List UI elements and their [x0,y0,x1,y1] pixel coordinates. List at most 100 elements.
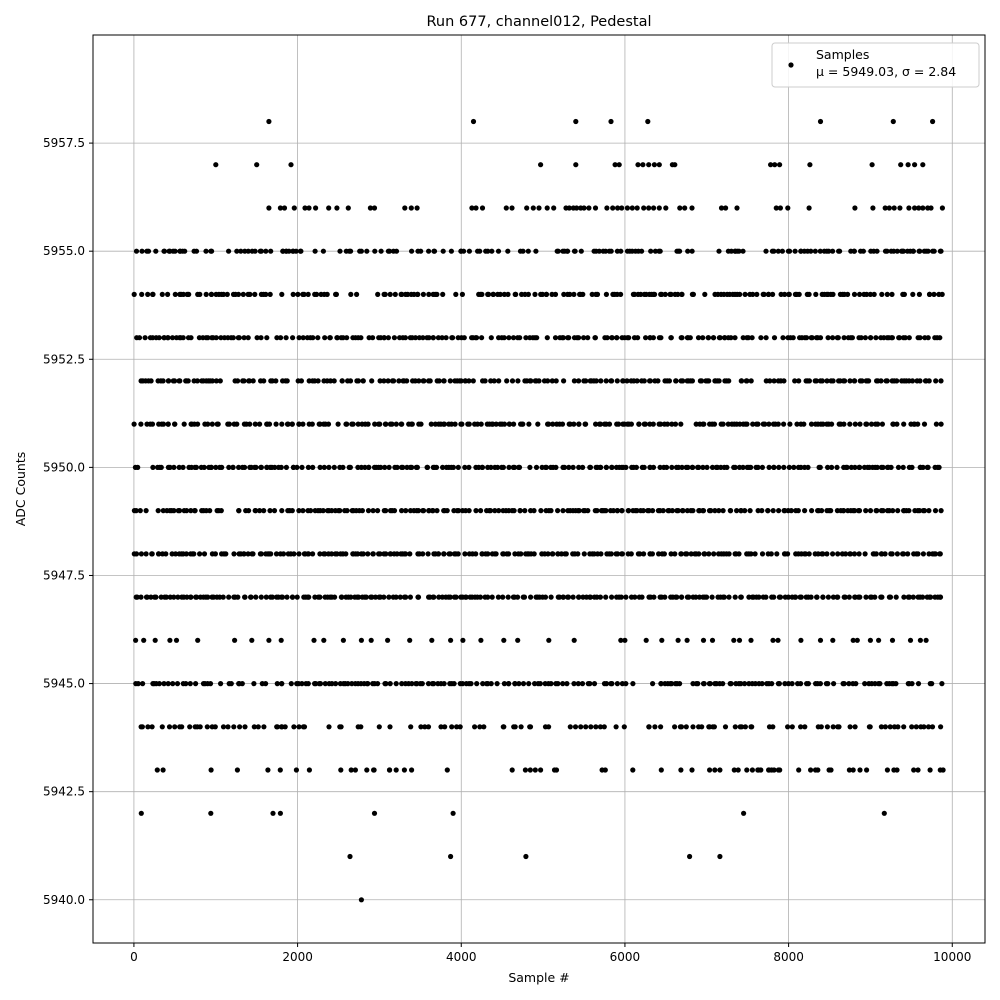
data-point [252,421,258,427]
data-point [230,464,236,470]
data-point [139,724,145,730]
data-point [734,205,740,211]
data-point [571,291,577,297]
data-point [586,205,592,211]
data-point [707,681,713,687]
data-point [254,335,260,341]
data-point [901,291,908,297]
data-point [734,508,740,514]
data-point [610,508,617,514]
data-point [727,508,733,514]
data-point [182,248,188,254]
data-point [226,248,232,254]
data-point [766,421,772,427]
data-point [258,594,264,600]
data-point [672,724,678,730]
data-point [736,248,742,254]
data-point [884,248,890,254]
data-point [344,508,350,514]
data-point [639,248,645,254]
data-point [510,335,517,341]
data-point [708,508,714,514]
data-point [825,335,831,341]
data-point [684,551,690,557]
data-point [402,335,408,341]
data-point [368,637,374,643]
data-point [672,551,678,557]
data-point [455,551,461,557]
data-point [721,594,727,600]
data-point [234,248,240,254]
data-point [824,551,830,557]
data-point [580,464,586,470]
data-point [155,508,161,514]
data-point [548,681,554,687]
data-point [825,594,832,600]
data-point [294,464,300,470]
data-point [296,508,302,514]
data-point [890,508,896,514]
data-point [517,508,523,514]
data-point [937,551,943,557]
data-point [875,421,881,427]
data-point [344,335,350,341]
data-point [818,724,824,730]
data-point [737,291,743,297]
data-point [926,291,933,297]
data-point [879,421,886,427]
data-point [938,421,944,427]
data-point [381,378,387,384]
data-point [329,508,335,514]
data-point [669,421,675,427]
data-point [576,508,582,514]
data-point [770,724,776,730]
data-point [939,681,945,687]
data-point [618,291,624,297]
data-point [830,335,836,341]
data-point [805,681,812,687]
data-point [878,724,885,730]
data-point [228,681,234,687]
data-point [325,421,332,427]
data-point [785,594,792,600]
data-point [420,551,426,557]
data-point [917,335,923,341]
data-point [169,335,176,341]
data-point [629,205,635,211]
data-point [807,162,813,168]
data-point [386,594,392,600]
data-point [299,681,305,687]
data-point [366,464,372,470]
data-point [717,853,723,860]
data-point [450,810,456,816]
data-point [418,248,424,254]
data-point [936,464,942,470]
data-point [393,248,400,254]
data-point [149,551,155,557]
data-point [608,248,614,254]
data-point [682,205,688,211]
data-point [474,421,481,427]
data-point [933,378,939,384]
data-point [801,421,807,427]
data-point [658,767,664,773]
data-point [298,248,304,254]
data-point [808,594,814,600]
data-point [825,464,831,470]
data-point [849,335,856,341]
data-point [873,335,879,341]
data-point [175,594,181,600]
data-point [161,681,167,687]
data-point [518,724,524,730]
data-point [501,421,508,427]
data-point [263,594,269,600]
data-point [678,335,684,341]
data-point [538,162,544,168]
data-point [626,335,632,341]
data-point [775,681,782,687]
data-point [448,421,455,427]
data-point [814,594,820,600]
data-point [610,205,616,211]
data-point [648,248,654,254]
data-point [474,335,480,341]
